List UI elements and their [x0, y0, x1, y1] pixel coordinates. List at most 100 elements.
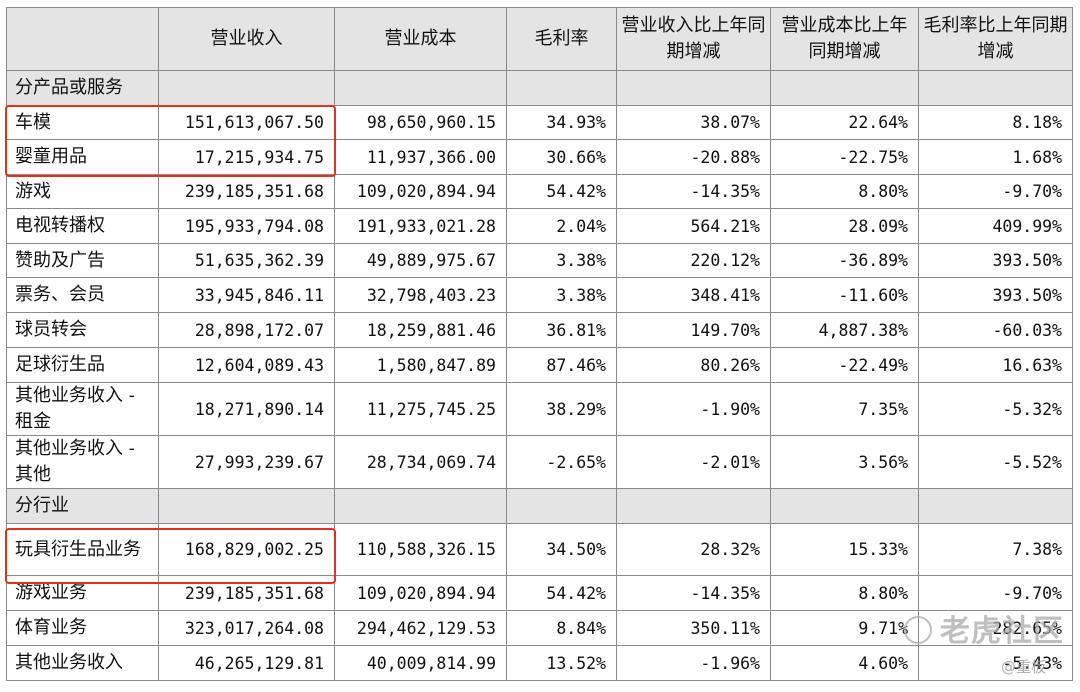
header-cell: 营业成本比上年同期增减 [770, 7, 919, 71]
value-cell: 38.29% [506, 382, 617, 436]
value-cell: 15.33% [770, 523, 919, 576]
table-row: 其他业务收入 - 其他 27,993,239.67 28,734,069.74 -2.… [6, 435, 1073, 489]
header-cell: 营业收入比上年同期增减 [616, 7, 771, 71]
value-cell: 80.26% [616, 347, 771, 383]
value-cell: 28.32% [616, 523, 771, 576]
header-cell [6, 7, 159, 71]
value-cell: -9.70% [918, 174, 1073, 209]
value-cell: 7.35% [770, 382, 919, 436]
section-empty-cell [334, 488, 507, 524]
value-cell: -14.35% [616, 575, 771, 611]
value-cell: 294,462,129.53 [334, 610, 507, 646]
value-cell: 51,635,362.39 [158, 243, 335, 278]
value-cell: 564.21% [616, 208, 771, 244]
value-cell: 1.68% [918, 139, 1073, 175]
row-label: 球员转会 [6, 312, 159, 348]
value-cell: 54.42% [506, 174, 617, 209]
row-label: 其他业务收入 [6, 645, 159, 681]
value-cell: 49,889,975.67 [334, 243, 507, 278]
value-cell: 22.64% [770, 105, 919, 140]
value-cell: 34.93% [506, 105, 617, 140]
value-cell: 282.65% [918, 610, 1073, 646]
value-cell: 393.50% [918, 243, 1073, 278]
value-cell: -5.43% [918, 645, 1073, 681]
value-cell: 3.56% [770, 435, 919, 489]
watermark-text: 老虎社区 [940, 614, 1064, 649]
value-cell: -2.65% [506, 435, 617, 489]
value-cell: 8.80% [770, 575, 919, 611]
row-label: 玩具衍生品业务 [6, 523, 159, 576]
value-cell: 2.04% [506, 208, 617, 244]
value-cell: 393.50% [918, 277, 1073, 313]
section-empty-cell [616, 70, 771, 106]
row-label: 电视转播权 [6, 208, 159, 244]
value-cell: 350.11% [616, 610, 771, 646]
value-cell: 110,588,326.15 [334, 523, 507, 576]
value-cell: -14.35% [616, 174, 771, 209]
value-cell: -36.89% [770, 243, 919, 278]
table-row: 婴童用品 17,215,934.75 11,937,366.00 30.66% -20.… [6, 139, 1073, 175]
value-cell: 195,933,794.08 [158, 208, 335, 244]
table-row: 玩具衍生品业务 168,829,002.25 110,588,326.15 34.50… [6, 523, 1073, 576]
value-cell: 109,020,894.94 [334, 174, 507, 209]
value-cell: 12,604,089.43 [158, 347, 335, 383]
value-cell: 348.41% [616, 277, 771, 313]
table-row: 足球衍生品 12,604,089.43 1,580,847.89 87.46% 80.2… [6, 347, 1073, 383]
value-cell: 30.66% [506, 139, 617, 175]
value-cell: 11,937,366.00 [334, 139, 507, 175]
value-cell: 323,017,264.08 [158, 610, 335, 646]
table-row: 游戏业务 239,185,351.68 109,020,894.94 54.42% -1… [6, 575, 1073, 611]
value-cell: -22.75% [770, 139, 919, 175]
value-cell: 27,993,239.67 [158, 435, 335, 489]
section-empty-cell [918, 488, 1073, 524]
value-cell: 9.71% [770, 610, 919, 646]
table-row: 赞助及广告 51,635,362.39 49,889,975.67 3.38% 220.… [6, 243, 1073, 278]
value-cell: -22.49% [770, 347, 919, 383]
value-cell: 54.42% [506, 575, 617, 611]
section-empty-cell [158, 70, 335, 106]
section-title: 分产品或服务 [6, 70, 159, 106]
value-cell: -5.32% [918, 382, 1073, 436]
value-cell: 38.07% [616, 105, 771, 140]
value-cell: 18,259,881.46 [334, 312, 507, 348]
section-row: 分行业 [6, 488, 1073, 524]
value-cell: 191,933,021.28 [334, 208, 507, 244]
header-row: 营业收入 营业成本 毛利率 营业收入比上年同期增减 营业成本比上年同期增减 毛利… [6, 7, 1073, 71]
value-cell: 8.18% [918, 105, 1073, 140]
row-label: 体育业务 [6, 610, 159, 646]
watermark-author: @重板 [1000, 658, 1046, 676]
value-cell: 40,009,814.99 [334, 645, 507, 681]
value-cell: 28,898,172.07 [158, 312, 335, 348]
table-row: 球员转会 28,898,172.07 18,259,881.46 36.81% 149.… [6, 312, 1073, 348]
value-cell: -2.01% [616, 435, 771, 489]
value-cell: 46,265,129.81 [158, 645, 335, 681]
section-empty-cell [770, 488, 919, 524]
row-label: 车模 [6, 105, 159, 140]
row-label: 游戏业务 [6, 575, 159, 611]
value-cell: 239,185,351.68 [158, 575, 335, 611]
value-cell: -5.52% [918, 435, 1073, 489]
section-empty-cell [918, 70, 1073, 106]
value-cell: -1.96% [616, 645, 771, 681]
financial-table: 营业收入 营业成本 毛利率 营业收入比上年同期增减 营业成本比上年同期增减 毛利… [6, 7, 1073, 681]
header-cell: 毛利率 [506, 7, 617, 71]
value-cell: -20.88% [616, 139, 771, 175]
value-cell: 34.50% [506, 523, 617, 576]
row-label: 足球衍生品 [6, 347, 159, 383]
table-row: 其他业务收入 46,265,129.81 40,009,814.99 13.52% -1… [6, 645, 1073, 681]
value-cell: 109,020,894.94 [334, 575, 507, 611]
table-row: 体育业务 323,017,264.08 294,462,129.53 8.84% 350… [6, 610, 1073, 646]
table-row: 游戏 239,185,351.68 109,020,894.94 54.42% -14.… [6, 174, 1073, 209]
row-label: 票务、会员 [6, 277, 159, 313]
value-cell: 18,271,890.14 [158, 382, 335, 436]
value-cell: 151,613,067.50 [158, 105, 335, 140]
row-label: 其他业务收入 - 租金 [6, 382, 159, 436]
value-cell: 220.12% [616, 243, 771, 278]
row-label: 婴童用品 [6, 139, 159, 175]
value-cell: 16.63% [918, 347, 1073, 383]
value-cell: 13.52% [506, 645, 617, 681]
value-cell: 8.84% [506, 610, 617, 646]
table-row: 电视转播权 195,933,794.08 191,933,021.28 2.04% 56… [6, 208, 1073, 244]
value-cell: 87.46% [506, 347, 617, 383]
value-cell: 8.80% [770, 174, 919, 209]
